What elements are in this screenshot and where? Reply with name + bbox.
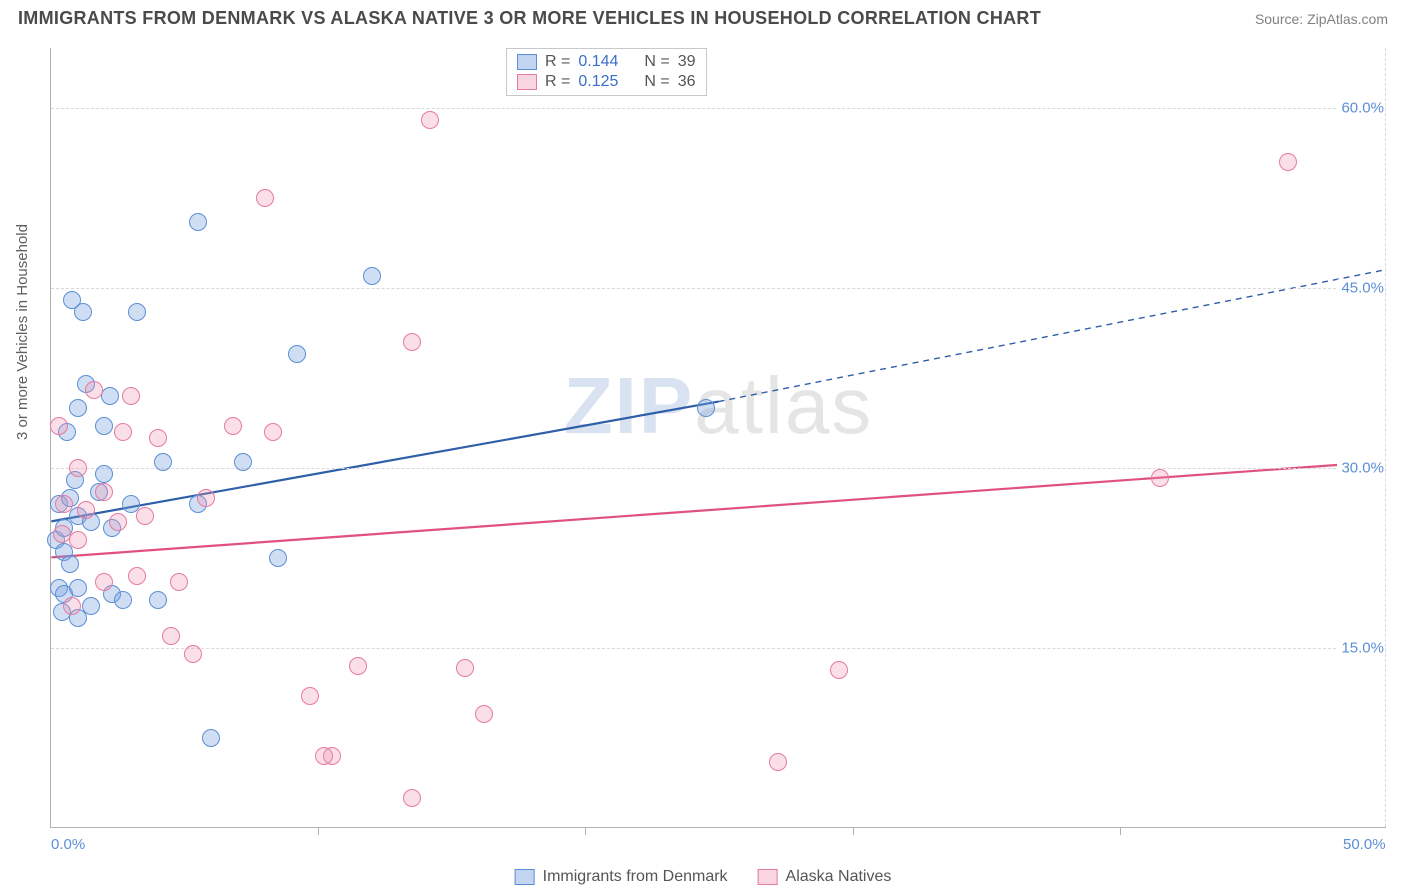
data-point <box>85 381 103 399</box>
data-point <box>61 555 79 573</box>
data-point <box>256 189 274 207</box>
data-point <box>128 567 146 585</box>
x-tick-label: 0.0% <box>51 836 85 853</box>
data-point <box>269 549 287 567</box>
data-point <box>264 423 282 441</box>
data-point <box>63 597 81 615</box>
data-point <box>114 591 132 609</box>
data-point <box>95 417 113 435</box>
data-point <box>197 489 215 507</box>
data-point <box>421 111 439 129</box>
data-point <box>170 573 188 591</box>
x-tick <box>1120 827 1121 835</box>
chart-title: IMMIGRANTS FROM DENMARK VS ALASKA NATIVE… <box>18 8 1041 29</box>
data-point <box>1279 153 1297 171</box>
data-point <box>184 645 202 663</box>
data-point <box>109 513 127 531</box>
data-point <box>1151 469 1169 487</box>
data-point <box>77 501 95 519</box>
data-point <box>69 579 87 597</box>
data-point <box>50 417 68 435</box>
swatch-icon <box>517 74 537 90</box>
data-point <box>202 729 220 747</box>
data-point <box>234 453 252 471</box>
data-point <box>69 459 87 477</box>
gridline <box>51 648 1386 649</box>
data-point <box>769 753 787 771</box>
data-point <box>95 573 113 591</box>
data-point <box>122 387 140 405</box>
data-point <box>114 423 132 441</box>
data-point <box>224 417 242 435</box>
x-tick <box>585 827 586 835</box>
data-point <box>149 591 167 609</box>
gridline <box>51 288 1386 289</box>
y-tick-label: 15.0% <box>1337 640 1388 657</box>
gridline <box>51 108 1386 109</box>
correlation-legend: R = 0.144 N = 39 R = 0.125 N = 36 <box>506 48 707 96</box>
x-tick-label: 50.0% <box>1343 836 1386 853</box>
data-point <box>82 597 100 615</box>
watermark: ZIPatlas <box>564 360 873 452</box>
trend-lines <box>51 48 1386 827</box>
data-point <box>95 483 113 501</box>
data-point <box>403 333 421 351</box>
data-point <box>136 507 154 525</box>
data-point <box>154 453 172 471</box>
gridline <box>51 468 1386 469</box>
data-point <box>189 213 207 231</box>
swatch-icon <box>517 54 537 70</box>
data-point <box>55 495 73 513</box>
source-link[interactable]: ZipAtlas.com <box>1307 11 1388 27</box>
legend-item-series-0: Immigrants from Denmark <box>515 868 728 886</box>
x-tick <box>853 827 854 835</box>
swatch-icon <box>515 869 535 885</box>
data-point <box>403 789 421 807</box>
data-point <box>475 705 493 723</box>
data-point <box>162 627 180 645</box>
data-point <box>349 657 367 675</box>
scatter-chart: ZIPatlas R = 0.144 N = 39 R = 0.125 N = … <box>50 48 1386 828</box>
series-legend: Immigrants from Denmark Alaska Natives <box>515 868 892 886</box>
data-point <box>697 399 715 417</box>
legend-item-series-1: Alaska Natives <box>758 868 892 886</box>
data-point <box>149 429 167 447</box>
data-point <box>74 303 92 321</box>
data-point <box>128 303 146 321</box>
gridline <box>1385 48 1386 827</box>
data-point <box>95 465 113 483</box>
data-point <box>301 687 319 705</box>
data-point <box>288 345 306 363</box>
data-point <box>363 267 381 285</box>
y-tick-label: 45.0% <box>1337 280 1388 297</box>
data-point <box>456 659 474 677</box>
source-attribution: Source: ZipAtlas.com <box>1255 11 1388 27</box>
legend-row-series-0: R = 0.144 N = 39 <box>517 52 696 72</box>
y-tick-label: 60.0% <box>1337 100 1388 117</box>
data-point <box>101 387 119 405</box>
x-tick <box>318 827 319 835</box>
y-tick-label: 30.0% <box>1337 460 1388 477</box>
legend-row-series-1: R = 0.125 N = 36 <box>517 72 696 92</box>
swatch-icon <box>758 869 778 885</box>
y-axis-label: 3 or more Vehicles in Household <box>14 224 31 440</box>
data-point <box>830 661 848 679</box>
data-point <box>69 399 87 417</box>
data-point <box>69 531 87 549</box>
data-point <box>315 747 333 765</box>
